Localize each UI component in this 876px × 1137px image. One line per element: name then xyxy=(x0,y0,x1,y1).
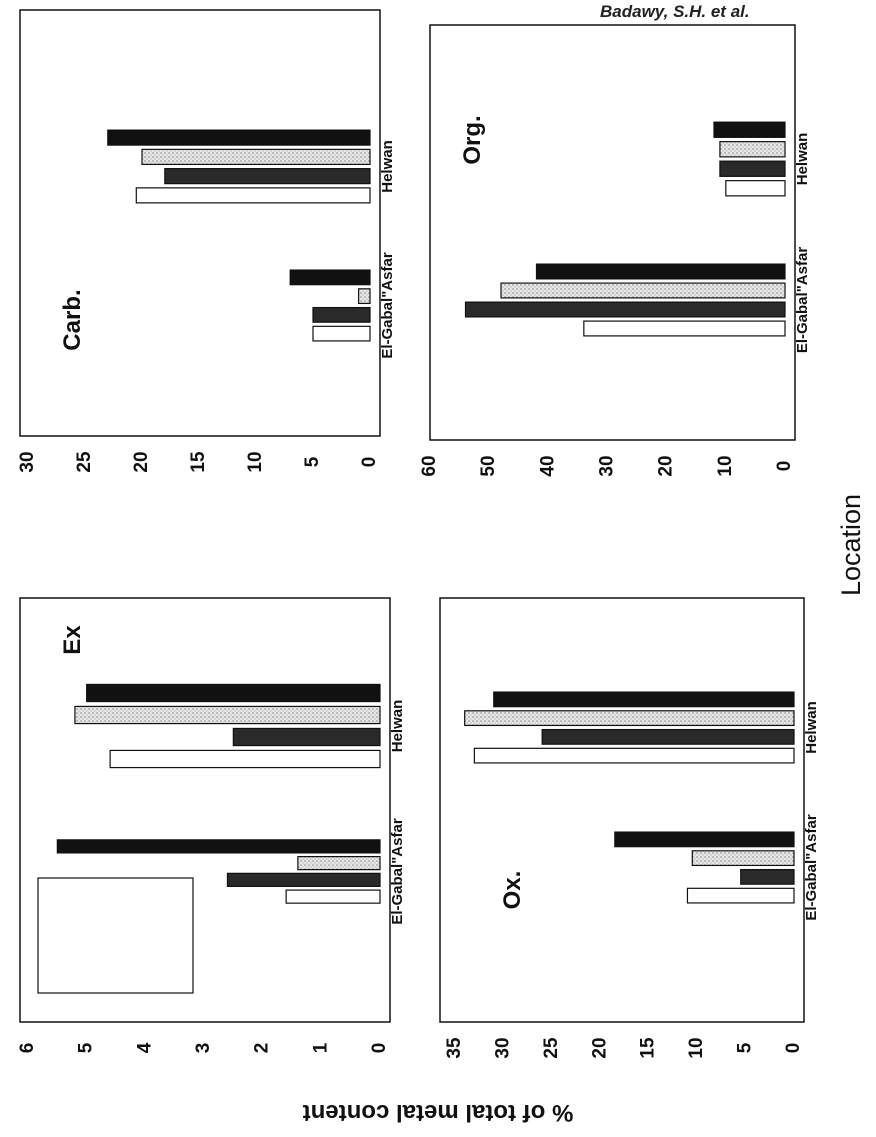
y-tick-label: 0 xyxy=(359,457,380,468)
figure-ylabel: % of total metal content xyxy=(303,1099,574,1126)
y-tick-labels: 60 50 40 30 20 10 0 xyxy=(419,455,795,476)
panel-title: Carb. xyxy=(59,289,86,350)
y-tick-label: 0 xyxy=(774,461,795,472)
y-tick-label: 10 xyxy=(245,451,266,472)
bar-ox-cu-1 xyxy=(464,710,795,727)
bar-ex-zn-0 xyxy=(285,889,381,904)
panel-frame xyxy=(19,597,391,1023)
bar-org-pb-0 xyxy=(464,301,786,318)
y-tick-labels: 35 30 25 20 15 10 5 0 xyxy=(444,1037,804,1059)
y-tick-label: 25 xyxy=(541,1037,562,1059)
bar-ex-cd-1 xyxy=(86,683,381,703)
category-label: El-Gabal"Asfar xyxy=(389,818,406,924)
y-tick-label: 1 xyxy=(310,1042,331,1053)
panel-frame xyxy=(439,597,805,1023)
category-label: El-Gabal"Asfar xyxy=(794,247,811,353)
y-tick-label: 15 xyxy=(188,451,209,473)
y-tick-label: 10 xyxy=(686,1037,707,1058)
y-tick-label: 30 xyxy=(492,1037,513,1058)
bar-ox-zn-0 xyxy=(686,887,795,904)
y-tick-label: 0 xyxy=(369,1043,390,1054)
bar-carb-pb-1 xyxy=(164,168,371,185)
y-tick-label: 30 xyxy=(597,455,618,476)
y-tick-label: 4 xyxy=(134,1042,155,1053)
bar-carb-cd-0 xyxy=(289,269,371,286)
panel-ex xyxy=(19,597,391,1023)
bar-org-cd-0 xyxy=(535,263,786,280)
category-label: Helwan xyxy=(379,140,396,193)
y-tick-label: 50 xyxy=(478,455,499,476)
panel-frame xyxy=(429,24,796,441)
bar-ox-pb-0 xyxy=(740,868,795,885)
bar-carb-zn-1 xyxy=(135,187,371,204)
y-tick-label: 25 xyxy=(74,451,95,473)
bar-org-zn-0 xyxy=(583,320,786,337)
bar-org-cd-1 xyxy=(713,121,786,138)
bar-ox-cu-0 xyxy=(691,850,795,867)
bar-org-zn-1 xyxy=(725,180,786,197)
panel-ox xyxy=(439,597,805,1023)
bar-carb-cu-1 xyxy=(141,148,371,165)
y-tick-label: 5 xyxy=(302,456,323,467)
y-tick-labels: 30 25 20 15 10 5 0 xyxy=(17,451,380,473)
y-tick-label: 15 xyxy=(638,1037,659,1059)
y-tick-label: 10 xyxy=(715,455,736,476)
y-tick-label: 0 xyxy=(783,1043,804,1054)
panel-frame xyxy=(19,9,381,437)
bar-ex-cd-0 xyxy=(56,839,381,854)
bar-carb-cd-1 xyxy=(107,129,371,146)
bar-ex-zn-1 xyxy=(109,749,381,769)
author-header: Badawy, S.H. et al. xyxy=(600,2,750,21)
bar-ex-pb-0 xyxy=(226,872,381,888)
y-tick-label: 30 xyxy=(17,451,38,472)
y-tick-label: 3 xyxy=(193,1043,214,1054)
panel-title: Org. xyxy=(459,115,486,164)
y-tick-label: 20 xyxy=(589,1037,610,1058)
y-tick-label: 20 xyxy=(656,455,677,476)
bar-ex-pb-1 xyxy=(232,727,381,747)
category-label: Helwan xyxy=(803,701,820,754)
legend: CdCuPbZn xyxy=(37,877,194,994)
y-tick-labels: 6 5 4 3 2 1 0 xyxy=(17,1042,390,1053)
y-tick-label: 20 xyxy=(131,451,152,472)
figure-xlabel: Location xyxy=(836,494,866,596)
bar-ox-pb-1 xyxy=(541,728,795,745)
bar-org-cu-0 xyxy=(500,282,786,299)
y-tick-label: 5 xyxy=(76,1042,97,1053)
panel-title: Ox. xyxy=(499,871,526,910)
y-tick-label: 2 xyxy=(252,1043,273,1054)
bar-carb-pb-0 xyxy=(312,306,371,323)
bar-carb-cu-0 xyxy=(358,288,371,305)
bar-org-pb-1 xyxy=(719,160,786,177)
panel-carb xyxy=(19,9,381,437)
category-label: El-Gabal"Asfar xyxy=(803,814,820,920)
bar-ex-cu-1 xyxy=(74,705,381,725)
y-tick-label: 5 xyxy=(735,1042,756,1053)
y-tick-label: 40 xyxy=(537,455,558,476)
y-tick-label: 6 xyxy=(17,1043,38,1054)
y-tick-label: 35 xyxy=(444,1037,465,1059)
bar-org-cu-1 xyxy=(719,141,786,158)
category-label: Helwan xyxy=(794,133,811,186)
y-tick-label: 60 xyxy=(419,455,440,476)
bar-carb-zn-0 xyxy=(312,325,371,342)
panel-org xyxy=(429,24,796,441)
category-label: El-Gabal"Asfar xyxy=(379,252,396,358)
category-label: Helwan xyxy=(389,700,406,753)
panel-title: Ex xyxy=(59,625,86,655)
bar-ex-cu-0 xyxy=(297,855,381,871)
bar-ox-cd-0 xyxy=(614,831,795,848)
bar-ox-zn-1 xyxy=(473,747,795,764)
bar-ox-cd-1 xyxy=(493,691,795,708)
